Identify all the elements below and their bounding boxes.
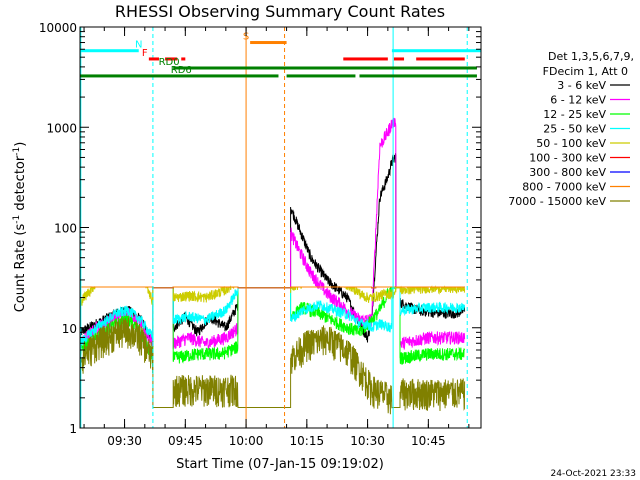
flag-rd6: RD6 [80, 65, 477, 78]
legend-entry-label: 50 - 100 keV [536, 137, 606, 150]
flag-label: RD0 [159, 57, 180, 68]
legend-entry-label: 25 - 50 keV [543, 123, 606, 136]
y-tick-label: 10000 [39, 21, 77, 35]
flag-bar [173, 66, 477, 70]
flag-rd0: RD0 [159, 57, 477, 70]
legend-entry-label: 12 - 25 keV [543, 108, 606, 121]
y-tick-label: 1 [69, 422, 77, 436]
legend-header-line1: Det 1,3,5,6,7,9, [548, 50, 634, 63]
footer-timestamp: 24-Oct-2021 23:33 [551, 469, 636, 479]
flag-bar [393, 57, 405, 61]
series-2 [79, 285, 466, 365]
plot-frame [79, 26, 482, 429]
y-tick-label: 10 [62, 322, 77, 336]
legend-entry-label: 3 - 6 keV [557, 79, 606, 92]
series-4 [79, 285, 466, 306]
flag-bar [416, 57, 465, 61]
legend-entry-label: 7000 - 15000 keV [508, 195, 606, 208]
flag-bar [343, 57, 388, 61]
flag-bar [359, 74, 477, 78]
x-tick-label: 10:15 [290, 434, 325, 448]
series-8 [79, 317, 466, 415]
x-tick-label: 09:30 [107, 434, 142, 448]
flag-s: S [243, 32, 287, 45]
legend-entry-label: 300 - 800 keV [529, 166, 606, 179]
legend-entry-label: 6 - 12 keV [550, 94, 606, 107]
series-line [79, 117, 466, 351]
y-axis-label-end: ) [13, 142, 28, 147]
chart-title: RHESSI Observing Summary Count Rates [115, 2, 445, 21]
y-axis-label-main: Count Rate (s [13, 224, 28, 313]
y-axis-label-sup1: -1 [12, 215, 22, 224]
flag-label: F [142, 48, 148, 59]
flag-label: RD6 [171, 65, 192, 76]
series-line [79, 286, 465, 289]
time-markers [80, 27, 468, 428]
x-tick-label: 10:45 [411, 434, 446, 448]
x-tick-label: 09:45 [168, 434, 203, 448]
y-tick-label: 1000 [46, 121, 77, 135]
flag-bar [391, 49, 481, 53]
y-axis-label-mid: detector [13, 155, 28, 215]
legend: Det 1,3,5,6,7,9, FDecim 1, Att 0 3 - 6 k… [508, 50, 634, 208]
flag-bar [80, 74, 279, 78]
series-line [79, 285, 466, 306]
y-axis-label: Count Rate (s-1 detector-1) [12, 142, 28, 313]
flag-bar [165, 57, 178, 61]
flag-bar [181, 57, 186, 61]
flag-n: N [80, 40, 481, 53]
x-tick-label: 10:30 [350, 434, 385, 448]
x-axis-label: Start Time (07-Jan-15 09:19:02) [176, 457, 384, 472]
flag-bar [250, 41, 287, 45]
flag-f: F [142, 48, 465, 61]
series-3 [79, 287, 466, 348]
series-line [79, 285, 466, 365]
flag-label: N [135, 40, 142, 51]
flag-bar [80, 49, 139, 53]
plot-area [79, 117, 466, 415]
series-line [79, 287, 466, 348]
y-tick-label: 100 [54, 222, 77, 236]
series-line [79, 317, 466, 415]
flag-label: S [243, 32, 249, 43]
y-axis-label-sup2: -1 [12, 147, 22, 156]
flag-bar [286, 74, 356, 78]
legend-entry-label: 100 - 300 keV [529, 152, 606, 165]
x-tick-label: 10:00 [229, 434, 264, 448]
flag-bar [148, 57, 159, 61]
axes: 09:30 09:45 10:00 10:15 10:30 10:45 1 10 100 1000… [39, 21, 481, 448]
series-1 [79, 117, 466, 351]
series-7 [79, 286, 465, 289]
legend-header-line2: FDecim 1, Att 0 [543, 65, 628, 78]
legend-entry-label: 800 - 7000 keV [522, 181, 606, 194]
